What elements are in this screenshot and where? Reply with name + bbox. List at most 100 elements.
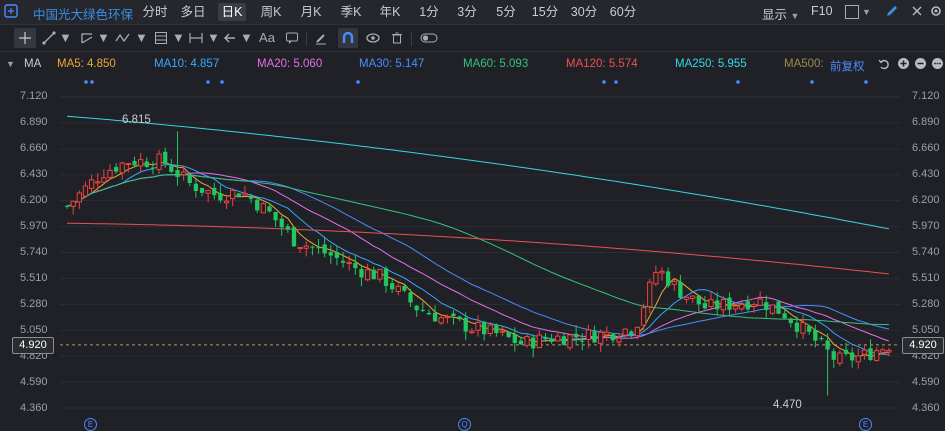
candle-body [444, 316, 450, 319]
close-icon[interactable] [910, 4, 924, 21]
candle-body [861, 349, 868, 355]
remove-icon[interactable] [914, 57, 927, 73]
right-axis-tick: 6.200 [912, 194, 940, 206]
candle-body [242, 192, 248, 196]
ma120-value: MA120: 5.574 [566, 58, 638, 70]
trend-tool-icon[interactable] [78, 28, 96, 48]
candle-body [494, 324, 499, 334]
display-menu[interactable]: 显示 ▼ [762, 4, 799, 23]
event-marker-icon[interactable]: Q [458, 418, 471, 431]
candle-body [732, 305, 739, 310]
right-axis-tick: 4.360 [912, 402, 940, 414]
candle-body [794, 322, 800, 332]
chevron-down-icon[interactable]: ▼ [240, 30, 253, 45]
add-icon[interactable] [897, 57, 910, 73]
tab-3min[interactable]: 3分 [457, 5, 477, 19]
candle-body [487, 324, 493, 334]
chevron-down-icon[interactable]: ▼ [97, 30, 110, 45]
trash-icon[interactable] [389, 28, 405, 48]
candle-body [169, 165, 174, 172]
chevron-down-icon[interactable]: ▼ [172, 30, 185, 45]
font-icon[interactable]: Aa [259, 30, 275, 45]
candlestick-chart[interactable]: 7.120 6.890 6.660 6.430 6.200 5.970 5.74… [0, 78, 945, 431]
magnet-icon[interactable] [338, 28, 358, 48]
candle-body [702, 303, 708, 309]
chevron-down-icon[interactable]: ▼ [207, 30, 220, 45]
tab-30min[interactable]: 30分 [570, 5, 598, 19]
undo-icon[interactable] [878, 58, 890, 73]
candle-body [414, 305, 419, 311]
candle-body [163, 151, 168, 164]
candle-body [757, 298, 763, 306]
app-corner-icon[interactable] [4, 4, 18, 18]
settings-icon[interactable] [929, 4, 943, 21]
right-axis-tick: 5.970 [912, 220, 940, 232]
tab-multi-day[interactable]: 多日 [180, 5, 206, 19]
candle-body [328, 252, 333, 256]
eye-icon[interactable] [364, 28, 382, 48]
comment-icon[interactable] [283, 28, 301, 48]
candle-body [212, 187, 217, 196]
candle-body [739, 303, 745, 310]
tab-weekly-k[interactable]: 周K [260, 5, 282, 19]
low-price-annotation: 4.470 [773, 399, 802, 411]
chevron-down-icon[interactable]: ▼ [862, 7, 871, 17]
f10-button[interactable]: F10 [811, 4, 833, 18]
candle-body [499, 330, 506, 333]
candle-body [807, 325, 812, 332]
wave-tool-icon[interactable] [114, 28, 132, 48]
eraser-icon[interactable] [312, 28, 330, 48]
tab-60min[interactable]: 60分 [609, 5, 637, 19]
arrow-left-icon[interactable] [222, 28, 238, 48]
candle-body [383, 268, 389, 286]
candle-body [316, 247, 321, 249]
candle-body [125, 163, 132, 166]
adjust-mode[interactable]: 前复权 [830, 61, 865, 73]
line-tool-icon[interactable] [40, 28, 58, 48]
candle-body [708, 299, 714, 308]
candle-body [696, 295, 701, 305]
tab-1min[interactable]: 1分 [419, 5, 439, 19]
candle-body [622, 328, 628, 336]
tab-daily-k[interactable]: 日K [218, 3, 246, 21]
marker-dot [614, 80, 618, 84]
left-axis-tick: 6.660 [20, 142, 48, 154]
collapse-icon[interactable]: ▼ [6, 59, 15, 69]
tab-yearly-k[interactable]: 年K [379, 5, 401, 19]
candle-body [359, 268, 364, 278]
chart-canvas[interactable] [0, 78, 945, 431]
marker-dot [810, 80, 814, 84]
tab-quarterly-k[interactable]: 季K [340, 5, 362, 19]
chevron-down-icon[interactable]: ▼ [135, 30, 148, 45]
tab-5min[interactable]: 5分 [496, 5, 516, 19]
chevron-down-icon[interactable]: ▼ [59, 30, 72, 45]
candle-body [353, 262, 358, 269]
toolbar-divider [306, 32, 307, 46]
ma10-value: MA10: 4.857 [154, 58, 220, 70]
range-tool-icon[interactable] [187, 28, 205, 48]
candle-body [880, 349, 886, 353]
more-icon[interactable] [931, 57, 944, 73]
crosshair-icon[interactable] [14, 28, 36, 48]
level-tool-icon[interactable] [152, 28, 170, 48]
candle-body [776, 301, 781, 314]
toggle-icon[interactable] [418, 28, 440, 48]
current-price-right: 4.920 [902, 337, 944, 354]
tab-intraday[interactable]: 分时 [142, 5, 168, 19]
candle-body [285, 226, 291, 230]
ma-label[interactable]: MA [24, 58, 42, 70]
stock-name[interactable]: 中国光大绿色环保 [33, 8, 134, 22]
event-marker-icon[interactable]: E [859, 418, 872, 431]
candle-body [769, 304, 776, 314]
chevron-down-icon: ▼ [790, 11, 800, 21]
tab-monthly-k[interactable]: 月K [300, 5, 322, 19]
left-axis-tick: 5.280 [20, 298, 48, 310]
candle-body [592, 331, 597, 343]
right-axis-tick: 6.890 [912, 116, 940, 128]
candle-body [567, 334, 573, 349]
pen-icon[interactable] [885, 4, 899, 21]
event-marker-icon[interactable]: E [84, 418, 97, 431]
checkbox-icon[interactable] [845, 5, 859, 19]
tab-15min[interactable]: 15分 [531, 5, 559, 19]
candle-body [629, 331, 634, 335]
